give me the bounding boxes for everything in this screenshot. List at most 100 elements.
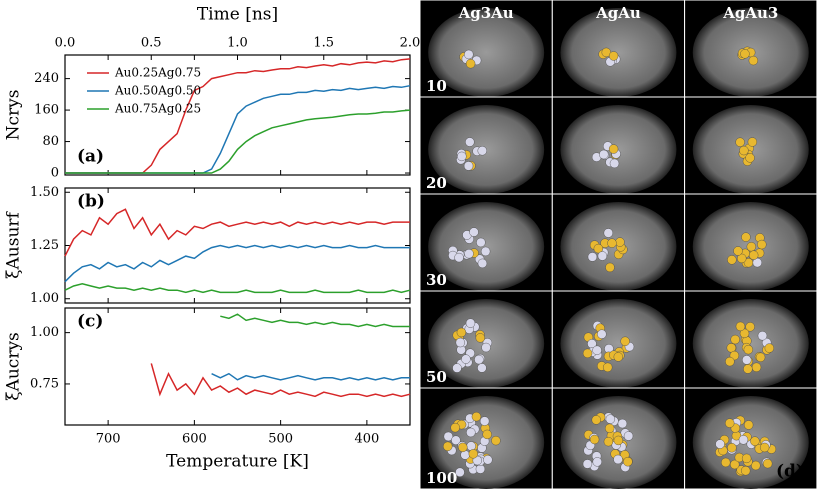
atom [582, 348, 593, 359]
row-label: 50 [426, 368, 447, 386]
row-label: 30 [426, 271, 447, 289]
atom [475, 333, 485, 343]
panel-label: (c) [77, 312, 103, 332]
plot-frame [64, 307, 411, 426]
atom [469, 227, 479, 237]
y-tick-label: 240 [34, 71, 59, 86]
atom [461, 354, 471, 364]
atom [465, 137, 475, 147]
atom [464, 49, 474, 60]
atom [455, 337, 466, 348]
column-header: AgAu [595, 4, 641, 22]
atom [613, 435, 624, 446]
atom [604, 423, 615, 434]
atom [454, 252, 464, 263]
x2-tick-label: 2.0 [400, 36, 421, 51]
atom [738, 435, 749, 445]
x-tick-label: 700 [96, 432, 121, 447]
atom [715, 439, 725, 449]
atom [443, 441, 453, 452]
y-tick-label: 1.50 [30, 185, 59, 200]
atom [479, 416, 490, 426]
atom [751, 362, 762, 372]
atom [597, 251, 608, 261]
atom [743, 420, 754, 430]
row-label: 20 [426, 174, 447, 192]
atom [605, 262, 615, 273]
atom [592, 345, 602, 355]
atom [458, 442, 468, 453]
column-header: Ag3Au [458, 4, 514, 22]
atom [607, 238, 617, 248]
x2-tick-label: 0.5 [141, 36, 162, 51]
row-label: 10 [426, 77, 447, 95]
atom [609, 158, 620, 169]
column-header: AgAu3 [722, 4, 778, 22]
atom [617, 418, 628, 429]
x-tick-label: 500 [268, 432, 293, 447]
atom [755, 352, 766, 363]
atom [623, 457, 633, 467]
atom [450, 422, 460, 433]
atom [747, 137, 758, 147]
x2-tick-label: 1.5 [313, 36, 334, 51]
cluster-shell [560, 299, 677, 388]
series-line [64, 283, 411, 294]
legend-label: Au0.75Ag0.25 [114, 102, 201, 116]
atom [463, 161, 474, 171]
atom [740, 466, 751, 476]
atom [474, 354, 484, 365]
atom [613, 454, 623, 465]
atom [748, 250, 759, 260]
y-tick-label: 1.00 [30, 291, 59, 306]
y-tick-label: 160 [34, 103, 59, 118]
y-tick-label: 0 [51, 166, 59, 181]
atom [603, 228, 614, 238]
y-tick-label: 80 [42, 134, 59, 149]
x-axis-label: Temperature [K] [166, 452, 309, 472]
atom [455, 467, 465, 477]
atom [737, 253, 747, 264]
atom [464, 249, 474, 259]
atom [476, 237, 486, 248]
atom [741, 232, 751, 242]
atom [745, 322, 755, 332]
atom [457, 151, 467, 162]
atom [730, 334, 740, 345]
atom [482, 429, 492, 440]
legend-label: Au0.25Ag0.75 [114, 66, 201, 80]
atom [599, 149, 609, 160]
atom [727, 443, 737, 453]
atom [727, 255, 737, 265]
atom [608, 51, 619, 61]
atom [477, 146, 487, 156]
series-line [65, 84, 411, 174]
atom [740, 49, 750, 59]
y-axis-label: Ncrys [4, 90, 24, 141]
atom [746, 242, 757, 252]
atom [456, 327, 467, 338]
snapshot-grid: 10 20 30 50 100 Ag3Au AgAu AgAu3 (d) [419, 0, 817, 489]
atom [735, 321, 746, 332]
atom [471, 411, 482, 422]
atom [733, 246, 743, 256]
atom [597, 329, 607, 339]
y-axis-label: ξAusurf [4, 210, 24, 278]
atom [730, 459, 740, 470]
atom [602, 362, 613, 373]
atom [743, 364, 753, 374]
atom [764, 343, 775, 353]
series-line [150, 363, 411, 398]
y-tick-label: 1.00 [30, 325, 59, 340]
atom [603, 436, 614, 447]
atom [750, 436, 760, 446]
y-tick-label: 0.75 [30, 376, 59, 391]
atom [721, 457, 731, 468]
row-label: 100 [426, 469, 457, 487]
x2-axis-label: Time [ns] [197, 5, 278, 25]
cluster-shell [560, 8, 677, 97]
x-tick-label: 400 [354, 432, 379, 447]
atom [613, 352, 624, 362]
series-line [211, 372, 410, 381]
atom [452, 363, 462, 373]
